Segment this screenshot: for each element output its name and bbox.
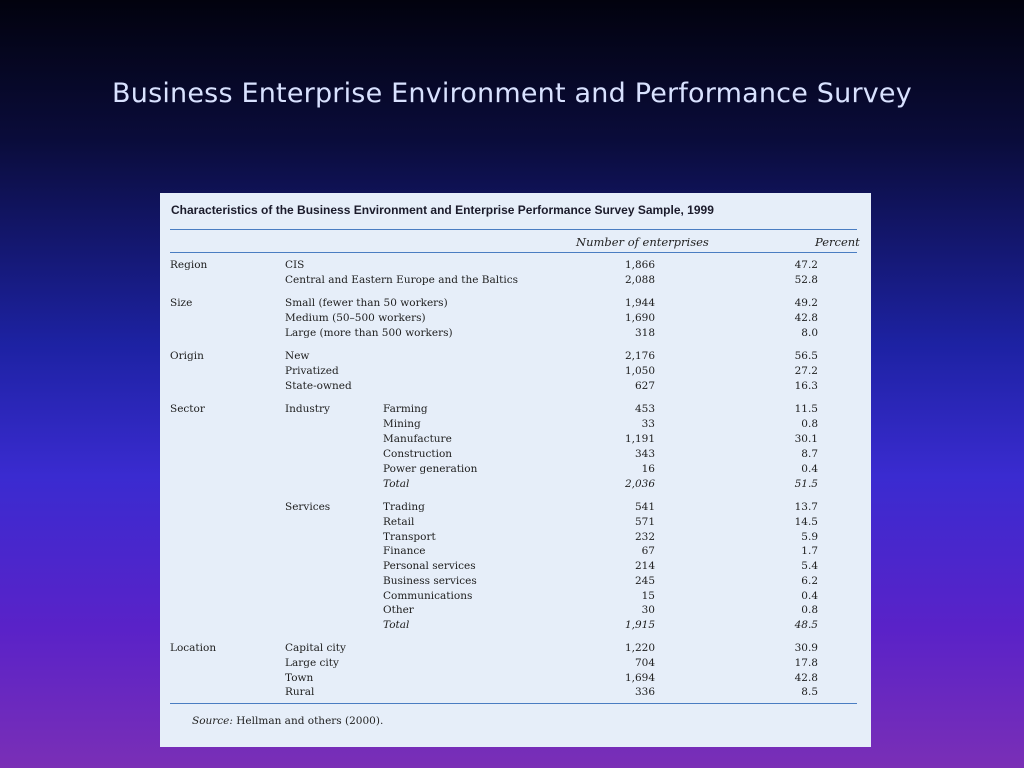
row-item-label: Personal services <box>383 560 476 572</box>
row-number-value: 1,944 <box>624 297 655 309</box>
row-percent-value: 56.5 <box>794 350 818 362</box>
row-percent-value: 11.5 <box>794 403 818 415</box>
row-number-value: 15 <box>641 590 655 602</box>
row-number-value: 1,866 <box>624 259 655 271</box>
row-percent-value: 51.5 <box>794 478 818 490</box>
row-number-value: 245 <box>634 575 655 587</box>
table-title: Characteristics of the Business Environm… <box>171 203 714 217</box>
top-rule <box>170 229 857 230</box>
header-rule <box>170 252 857 253</box>
row-percent-value: 5.9 <box>801 531 818 543</box>
source-note: Source: Hellman and others (2000). <box>192 715 383 727</box>
row-percent-value: 27.2 <box>794 365 818 377</box>
row-item-label: Finance <box>383 545 426 557</box>
row-number-value: 30 <box>641 604 655 616</box>
row-item-label: Rural <box>285 686 315 698</box>
table-figure: Characteristics of the Business Environm… <box>160 193 871 747</box>
row-percent-value: 0.8 <box>801 418 818 430</box>
row-number-value: 336 <box>634 686 655 698</box>
row-number-value: 1,050 <box>624 365 655 377</box>
row-number-value: 571 <box>634 516 655 528</box>
source-label: Source: <box>192 715 233 727</box>
row-number-value: 2,036 <box>624 478 655 490</box>
row-percent-value: 0.4 <box>801 590 818 602</box>
bottom-rule <box>170 703 857 704</box>
row-subgroup-label: Services <box>285 501 331 513</box>
row-percent-value: 5.4 <box>801 560 818 572</box>
row-number-value: 704 <box>634 657 655 669</box>
source-text: Hellman and others (2000). <box>232 715 384 727</box>
row-percent-value: 1.7 <box>801 545 818 557</box>
row-number-value: 232 <box>634 531 655 543</box>
row-percent-value: 30.1 <box>794 433 818 445</box>
row-item-label: Privatized <box>285 365 339 377</box>
row-number-value: 627 <box>634 380 655 392</box>
row-percent-value: 0.4 <box>801 463 818 475</box>
row-percent-value: 48.5 <box>794 619 818 631</box>
row-percent-value: 6.2 <box>801 575 818 587</box>
row-number-value: 1,694 <box>624 672 655 684</box>
row-number-value: 2,088 <box>624 274 655 286</box>
row-percent-value: 14.5 <box>794 516 818 528</box>
row-item-label: Power generation <box>383 463 478 475</box>
row-number-value: 343 <box>634 448 655 460</box>
row-number-value: 1,915 <box>624 619 655 631</box>
slide-title: Business Enterprise Environment and Perf… <box>112 78 912 109</box>
row-percent-value: 8.0 <box>801 327 818 339</box>
row-total-label: Total <box>383 478 410 490</box>
row-percent-value: 42.8 <box>794 672 818 684</box>
row-total-label: Total <box>383 619 410 631</box>
row-item-label: New <box>285 350 310 362</box>
row-group-label: Origin <box>170 350 204 362</box>
row-percent-value: 42.8 <box>794 312 818 324</box>
row-number-value: 1,690 <box>624 312 655 324</box>
column-header-percent: Percent <box>815 235 860 249</box>
row-number-value: 541 <box>634 501 655 513</box>
row-item-label: Medium (50–500 workers) <box>285 312 426 324</box>
row-percent-value: 49.2 <box>794 297 818 309</box>
row-group-label: Location <box>170 642 217 654</box>
row-group-label: Size <box>170 297 193 309</box>
row-item-label: Construction <box>383 448 453 460</box>
row-number-value: 2,176 <box>624 350 655 362</box>
row-number-value: 1,191 <box>624 433 655 445</box>
row-item-label: Business services <box>383 575 477 587</box>
row-number-value: 16 <box>641 463 655 475</box>
row-item-label: Retail <box>383 516 415 528</box>
row-group-label: Region <box>170 259 208 271</box>
column-header-number: Number of enterprises <box>576 235 709 249</box>
row-subgroup-label: Industry <box>285 403 330 415</box>
row-item-label: Communications <box>383 590 473 602</box>
row-item-label: Mining <box>383 418 421 430</box>
row-item-label: Manufacture <box>383 433 452 445</box>
row-percent-value: 0.8 <box>801 604 818 616</box>
row-item-label: CIS <box>285 259 305 271</box>
row-percent-value: 13.7 <box>794 501 818 513</box>
row-number-value: 453 <box>634 403 655 415</box>
row-item-label: Other <box>383 604 414 616</box>
row-item-label: Capital city <box>285 642 346 654</box>
row-item-label: Large (more than 500 workers) <box>285 327 453 339</box>
row-item-label: Transport <box>383 531 436 543</box>
row-item-label: Town <box>285 672 314 684</box>
row-item-label: State-owned <box>285 380 352 392</box>
row-group-label: Sector <box>170 403 205 415</box>
row-number-value: 214 <box>634 560 655 572</box>
row-item-label: Central and Eastern Europe and the Balti… <box>285 274 518 286</box>
row-number-value: 318 <box>634 327 655 339</box>
row-percent-value: 30.9 <box>794 642 818 654</box>
row-item-label: Trading <box>383 501 425 513</box>
row-percent-value: 17.8 <box>794 657 818 669</box>
row-item-label: Farming <box>383 403 428 415</box>
row-number-value: 1,220 <box>624 642 655 654</box>
row-percent-value: 8.5 <box>801 686 818 698</box>
row-number-value: 67 <box>641 545 655 557</box>
row-item-label: Small (fewer than 50 workers) <box>285 297 448 309</box>
row-percent-value: 8.7 <box>801 448 818 460</box>
row-percent-value: 47.2 <box>794 259 818 271</box>
row-percent-value: 52.8 <box>794 274 818 286</box>
row-item-label: Large city <box>285 657 339 669</box>
row-percent-value: 16.3 <box>794 380 818 392</box>
row-number-value: 33 <box>641 418 655 430</box>
